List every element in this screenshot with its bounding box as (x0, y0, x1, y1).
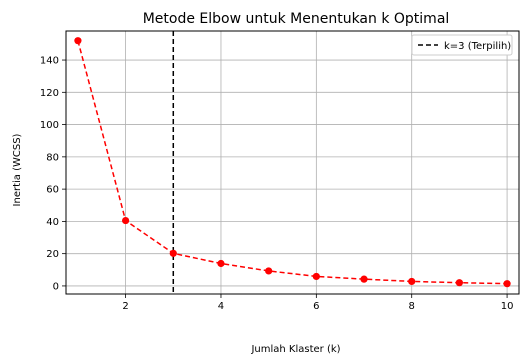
legend: k=3 (Terpilih) (411, 34, 513, 56)
x-ticks: 2 4 6 8 10 (122, 294, 513, 312)
x-tick-label: 6 (313, 301, 319, 312)
x-tick-label: 2 (122, 301, 128, 312)
data-point (169, 249, 177, 257)
y-tick-label: 20 (46, 249, 59, 260)
data-point (122, 216, 130, 225)
data-point (312, 272, 320, 281)
y-tick-label: 140 (40, 56, 59, 67)
data-point (265, 267, 273, 275)
plot-frame (65, 30, 520, 295)
legend-box (411, 34, 513, 56)
legend-entry-vline: k=3 (Terpilih) (444, 41, 511, 52)
y-tick-label: 60 (46, 185, 59, 196)
data-point (74, 37, 82, 45)
y-tick-label: 0 (53, 281, 59, 292)
x-tick-label: 8 (409, 301, 415, 312)
data-point (217, 259, 225, 268)
data-point (360, 275, 368, 283)
series-layer (74, 37, 511, 288)
y-axis-label: Inertia (WCSS) (12, 133, 23, 206)
y-tick-label: 120 (40, 88, 59, 99)
data-point (503, 280, 511, 288)
y-tick-label: 100 (40, 120, 59, 131)
data-point (408, 277, 416, 286)
y-tick-label: 80 (46, 152, 59, 163)
x-axis-label: Jumlah Klaster (k) (250, 344, 340, 354)
chart-title: Metode Elbow untuk Menentukan k Optimal (143, 11, 450, 27)
y-tick-label: 40 (46, 217, 59, 228)
grid (66, 31, 519, 294)
x-tick-label: 4 (218, 301, 224, 312)
data-point (455, 279, 463, 287)
x-tick-label: 10 (501, 301, 514, 312)
series-line (77, 40, 508, 285)
y-ticks: 0 20 40 60 80 100 120 140 (40, 56, 66, 292)
